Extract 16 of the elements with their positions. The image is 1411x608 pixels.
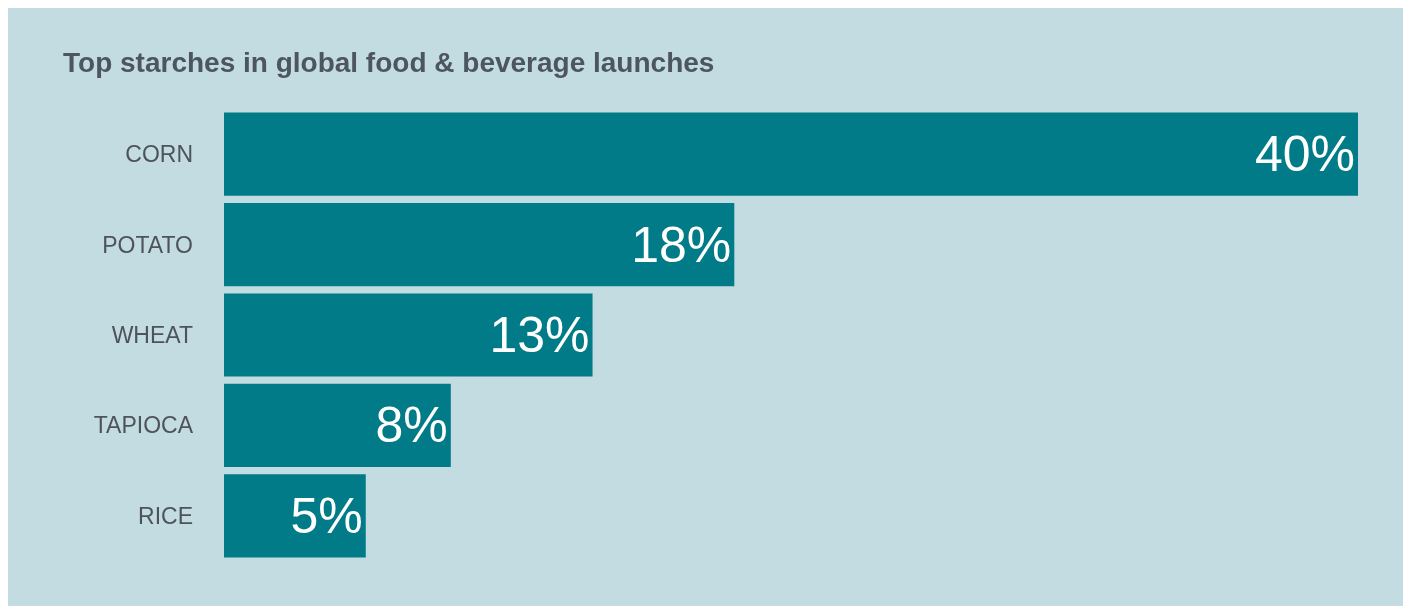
y-tick-label: RICE [138, 502, 193, 529]
data-label: 5% [290, 487, 363, 544]
data-label: 8% [375, 397, 448, 454]
y-tick-label: WHEAT [111, 322, 193, 349]
bar [224, 112, 1358, 196]
bar [224, 474, 366, 558]
bar [224, 383, 451, 467]
y-tick-label: TAPIOCA [93, 412, 194, 439]
chart-title: Top starches in global food & beverage launches [63, 46, 715, 78]
data-label: 13% [489, 307, 590, 363]
data-label: 40% [1254, 126, 1355, 183]
y-tick-label: CORN [125, 141, 193, 168]
bar [224, 203, 735, 287]
y-tick-label: POTATO [102, 231, 193, 258]
data-label: 18% [631, 216, 732, 273]
bar [224, 293, 593, 377]
